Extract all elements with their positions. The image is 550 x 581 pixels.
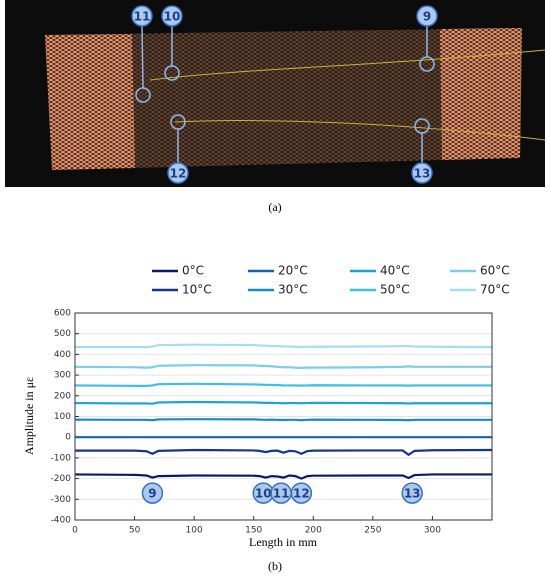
y-tick-label: 500 <box>54 329 71 339</box>
y-tick-label: 200 <box>54 391 71 401</box>
series-line <box>74 418 492 422</box>
panel-caption: (b) <box>268 559 282 573</box>
series-line <box>74 364 492 369</box>
y-tick-label: -300 <box>51 495 72 505</box>
photo-label: 13 <box>414 167 431 181</box>
legend-label: 0°C <box>182 264 204 278</box>
x-tick-label: 0 <box>72 526 78 536</box>
annotation: 12 <box>293 487 310 501</box>
y-tick-label: -200 <box>51 474 72 484</box>
annotation-marker <box>141 482 164 504</box>
legend-label: 60°C <box>480 264 510 278</box>
annotation-marker <box>401 482 423 504</box>
photo-label: 12 <box>170 167 187 181</box>
panel-caption: (a) <box>268 200 281 214</box>
legend-label: 70°C <box>480 283 510 297</box>
y-tick-label: 0 <box>65 433 71 443</box>
x-tick-label: 300 <box>424 526 441 536</box>
legend-label: 40°C <box>380 264 410 278</box>
annotation: 9 <box>148 487 156 501</box>
annotation: 11 <box>273 487 290 501</box>
photo: 11 10 9 12 13 <box>5 0 546 187</box>
series-line <box>74 382 492 387</box>
x-tick-label: 50 <box>129 526 141 536</box>
series-line <box>75 343 493 349</box>
legend-label: 50°C <box>380 283 410 297</box>
series-line <box>75 448 493 457</box>
y-axis-label: Amplitude in με <box>22 377 36 455</box>
x-axis-label: Length in mm <box>249 535 318 549</box>
y-tick-label: 600 <box>54 309 71 319</box>
y-tick-label: 100 <box>54 412 71 422</box>
x-tick-label: 100 <box>186 526 203 536</box>
y-tick-label: -100 <box>51 453 72 463</box>
annotation-marker <box>290 482 313 504</box>
annotation: 13 <box>404 487 421 501</box>
x-tick-label: 150 <box>245 526 262 536</box>
photo-label: 10 <box>164 10 181 24</box>
photo-label: 9 <box>423 10 431 24</box>
legend-label: 20°C <box>278 264 308 278</box>
legend-label: 30°C <box>278 283 308 297</box>
plot-frame <box>74 312 493 521</box>
series-line <box>74 400 492 405</box>
y-tick-label: 300 <box>54 371 71 381</box>
y-tick-label: -400 <box>51 516 72 526</box>
x-tick-label: 250 <box>364 526 381 536</box>
legend-label: 10°C <box>182 283 212 297</box>
annotation: 10 <box>255 487 272 501</box>
series-line <box>74 473 492 480</box>
x-tick-label: 200 <box>305 526 322 536</box>
photo-label: 11 <box>134 10 151 24</box>
y-tick-label: 400 <box>54 350 71 360</box>
